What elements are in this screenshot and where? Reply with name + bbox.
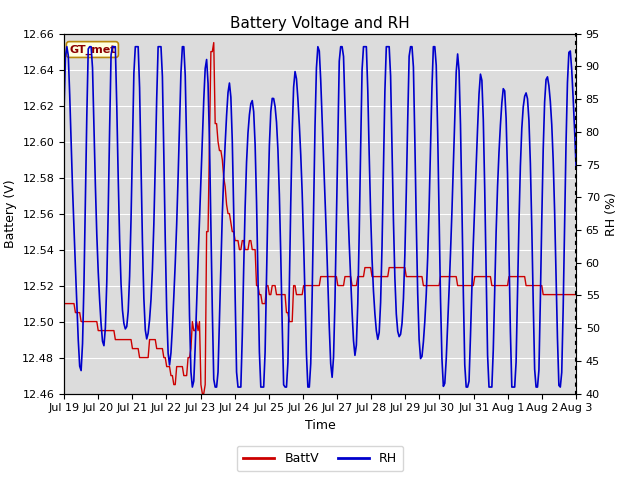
BattV [198, 391, 206, 396]
RH [241, 204, 249, 210]
RH [189, 384, 196, 390]
X-axis label: Time: Time [305, 419, 335, 432]
BattV [123, 336, 131, 342]
RH [63, 44, 70, 49]
RH [572, 162, 580, 168]
Text: GT_met: GT_met [69, 44, 116, 55]
Title: Battery Voltage and RH: Battery Voltage and RH [230, 16, 410, 31]
BattV [216, 148, 223, 154]
BattV [547, 292, 554, 298]
RH [124, 309, 132, 314]
Line: BattV: BattV [64, 43, 576, 394]
Y-axis label: RH (%): RH (%) [605, 192, 618, 236]
Line: RH: RH [64, 47, 576, 387]
BattV [210, 40, 218, 46]
RH [547, 98, 554, 104]
RH [287, 200, 294, 205]
BattV [241, 247, 249, 252]
RH [60, 108, 68, 114]
Y-axis label: Battery (V): Battery (V) [4, 180, 17, 248]
Legend: BattV, RH: BattV, RH [237, 446, 403, 471]
RH [233, 369, 241, 375]
BattV [287, 319, 294, 324]
BattV [60, 300, 68, 306]
BattV [572, 292, 580, 298]
RH [216, 315, 223, 321]
BattV [233, 238, 241, 243]
